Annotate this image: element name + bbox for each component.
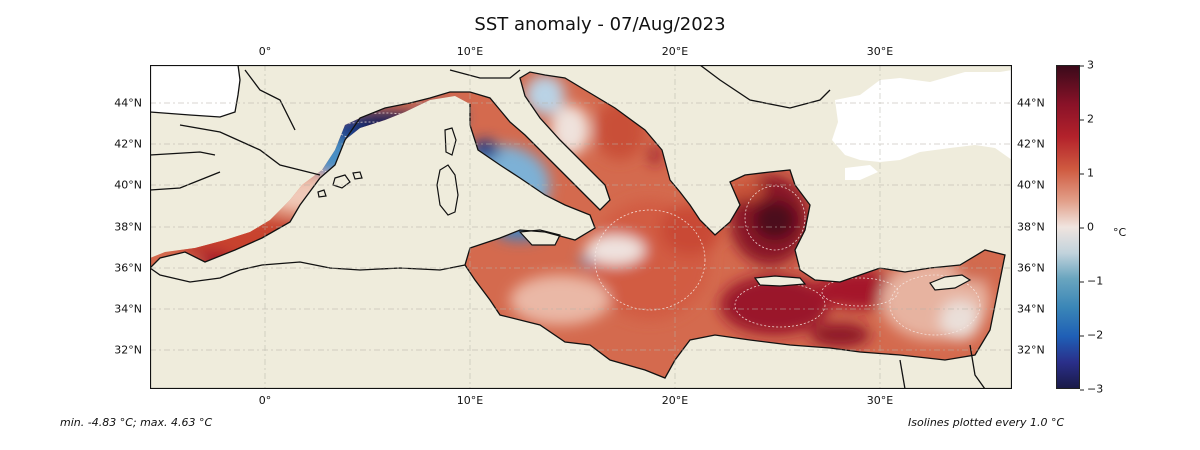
x-tick-bottom: 30°E <box>866 394 894 407</box>
x-tick-bottom: 20°E <box>661 394 689 407</box>
y-tick-left: 32°N <box>114 343 142 357</box>
colorbar-tick: 3 <box>1080 59 1094 72</box>
y-tick-right: 34°N <box>1017 302 1045 316</box>
x-tick-top: 30°E <box>866 45 894 58</box>
colorbar-tick: 1 <box>1080 167 1094 180</box>
isolines-note: Isolines plotted every 1.0 °C <box>908 416 1065 429</box>
x-tick-bottom: 0° <box>258 394 272 407</box>
colorbar <box>1056 65 1080 389</box>
atlantic-region <box>150 65 240 117</box>
map-frame <box>150 65 1012 389</box>
chart-title: SST anomaly - 07/Aug/2023 <box>474 14 726 35</box>
y-tick-left: 40°N <box>114 178 142 192</box>
y-tick-left: 42°N <box>114 137 142 151</box>
colorbar-tick: 0 <box>1080 221 1094 234</box>
x-tick-top: 10°E <box>456 45 484 58</box>
y-tick-right: 40°N <box>1017 178 1045 192</box>
x-tick-bottom: 10°E <box>456 394 484 407</box>
y-tick-left: 34°N <box>114 302 142 316</box>
y-tick-right: 32°N <box>1017 343 1045 357</box>
colorbar-tick: −3 <box>1080 383 1103 396</box>
y-tick-left: 44°N <box>114 96 142 110</box>
islands <box>317 127 972 291</box>
colorbar-unit-label: °C <box>1113 226 1127 239</box>
min-max-note: min. -4.83 °C; max. 4.63 °C <box>60 416 213 429</box>
x-tick-top: 0° <box>258 45 272 58</box>
colorbar-tick: −1 <box>1080 275 1103 288</box>
y-tick-right: 36°N <box>1017 261 1045 275</box>
colorbar-tick: −2 <box>1080 329 1103 342</box>
sst-anomaly-map <box>150 65 1012 389</box>
y-tick-left: 36°N <box>114 261 142 275</box>
colorbar-tick: 2 <box>1080 113 1094 126</box>
marmara-sea <box>845 165 878 180</box>
y-tick-right: 42°N <box>1017 137 1045 151</box>
x-tick-top: 20°E <box>661 45 689 58</box>
y-tick-right: 44°N <box>1017 96 1045 110</box>
y-tick-left: 38°N <box>114 220 142 234</box>
gridlines <box>150 65 1012 389</box>
black-sea-region <box>832 70 1012 162</box>
y-tick-right: 38°N <box>1017 220 1045 234</box>
